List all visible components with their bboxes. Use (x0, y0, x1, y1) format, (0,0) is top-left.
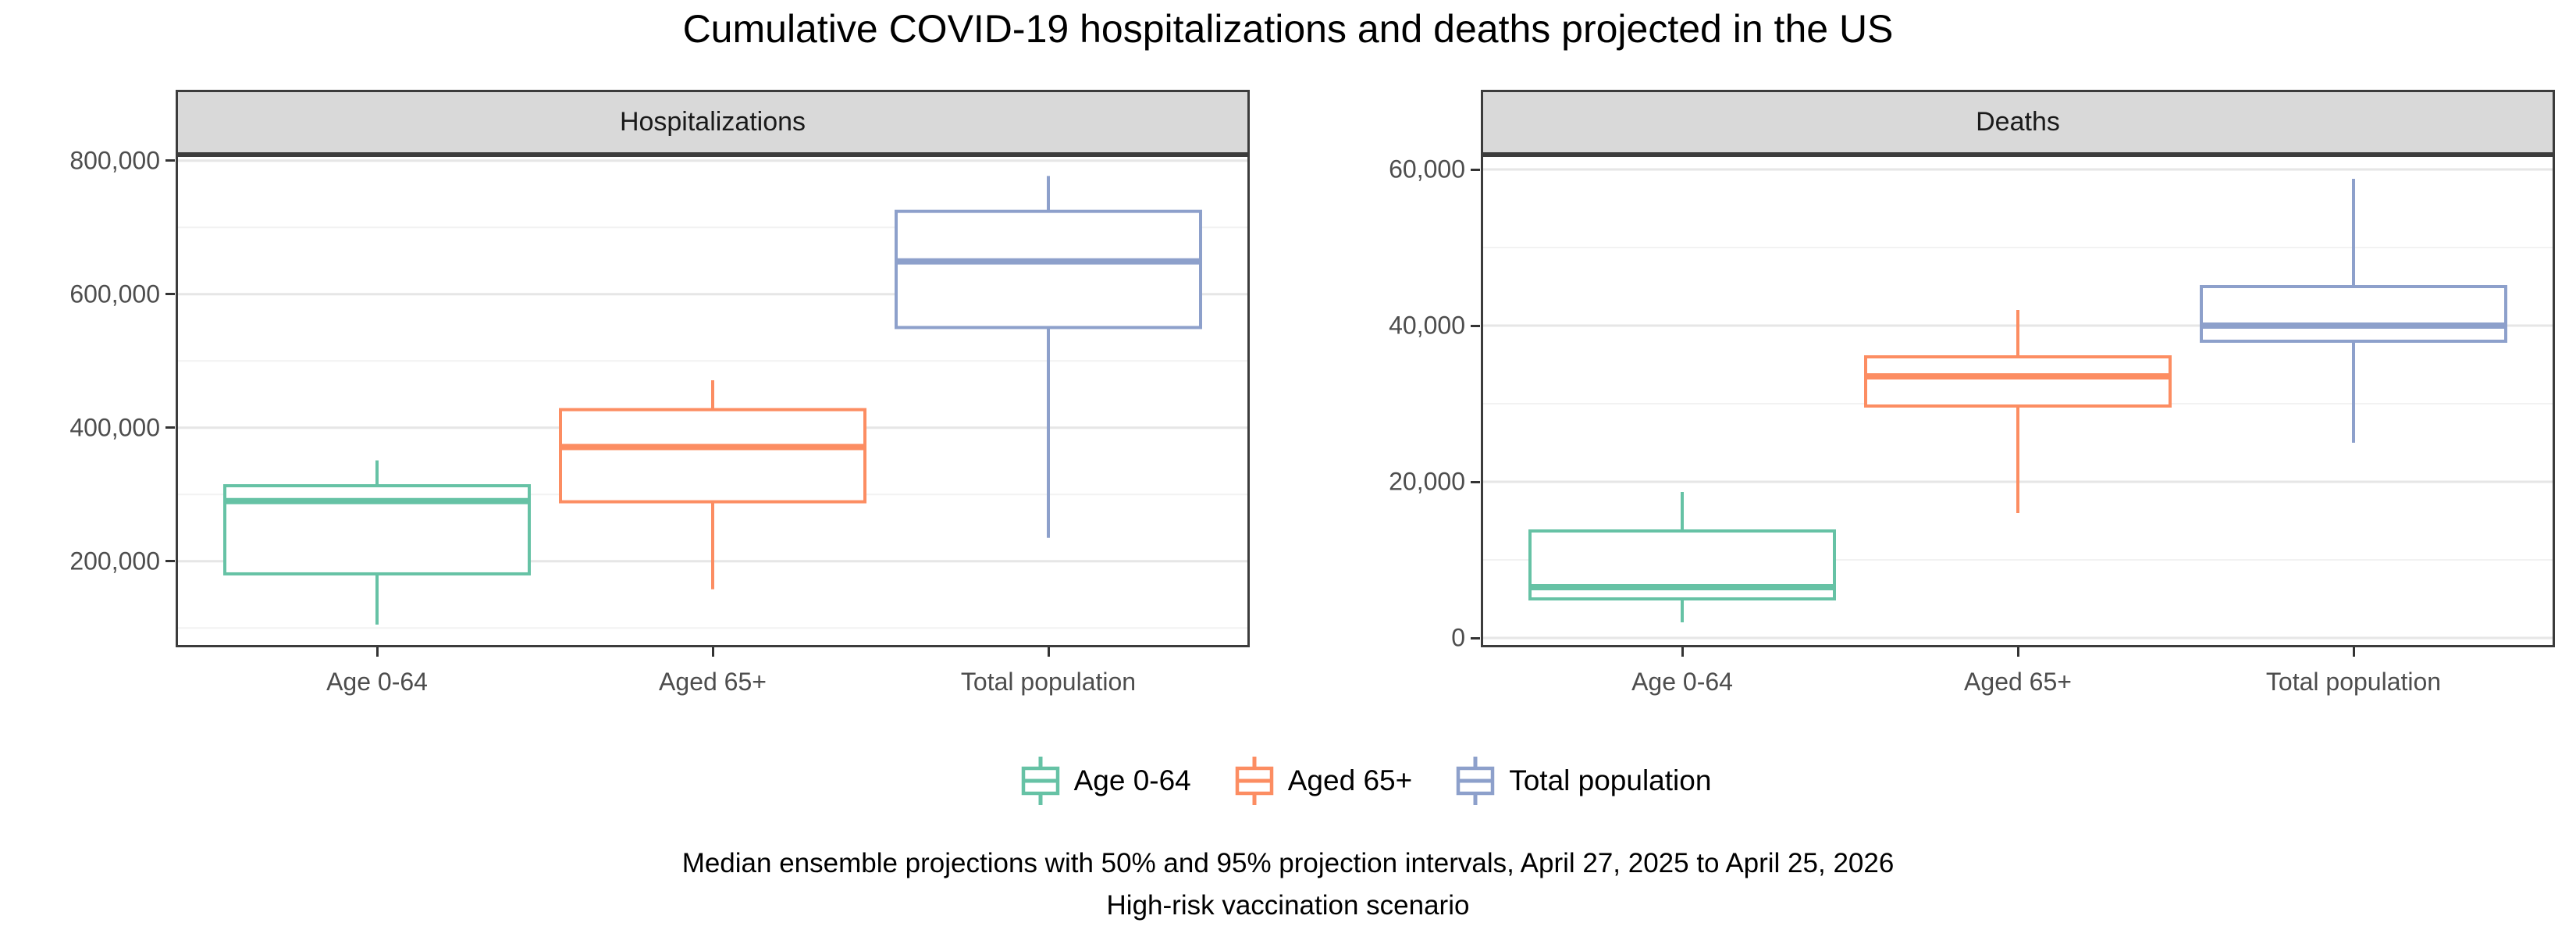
panel-strip-hospitalizations: Hospitalizations (176, 90, 1250, 155)
x-tick-label: Total population (2265, 668, 2442, 696)
x-tick-mark (375, 647, 379, 657)
x-tick-label: Age 0-64 (1631, 668, 1733, 696)
y-tick-label: 800,000 (69, 146, 160, 175)
iqr-box (559, 408, 866, 504)
x-tick-label: Aged 65+ (1964, 668, 2072, 696)
legend-label: Age 0-64 (1073, 764, 1191, 796)
legend-label: Total population (1509, 764, 1712, 796)
legend-label: Aged 65+ (1287, 764, 1413, 796)
panel-plot-hospitalizations (176, 155, 1250, 647)
y-tick-mark (1471, 324, 1480, 327)
x-tick-mark (2016, 647, 2019, 657)
chart-title: Cumulative COVID-19 hospitalizations and… (682, 7, 1894, 51)
legend-item-aged-65: Aged 65+ (1233, 753, 1412, 809)
panel-border (1481, 155, 2555, 647)
y-tick-label: 200,000 (69, 547, 160, 575)
y-tick-label: 20,000 (1389, 467, 1465, 496)
boxplot-hospitalizations-total-population (895, 176, 1202, 538)
legend: Age 0-64 Aged 65+ Total population (176, 751, 2555, 811)
x-tick-mark (711, 647, 714, 657)
y-tick-label: 60,000 (1389, 155, 1465, 183)
boxplot-svg-hospitalizations (176, 155, 1250, 647)
y-tick-label: 600,000 (69, 280, 160, 308)
panel-plot-deaths (1481, 155, 2555, 647)
legend-boxplot-icon (1021, 757, 1059, 805)
legend-item-age-0-64: Age 0-64 (1019, 753, 1191, 809)
iqr-box (2200, 285, 2507, 343)
panel-border (176, 155, 1250, 647)
legend-boxplot-icon (1456, 757, 1495, 805)
y-tick-mark (1471, 480, 1480, 483)
y-tick-label: 40,000 (1389, 311, 1465, 340)
y-tick-mark (1471, 636, 1480, 640)
boxplot-deaths-aged-65 (1864, 310, 2172, 513)
caption-line2: High-risk vaccination scenario (1106, 890, 1470, 921)
boxplot-hospitalizations-aged-65 (559, 379, 866, 590)
boxplot-svg-deaths (1481, 155, 2555, 647)
y-tick-label: 0 (1451, 623, 1465, 652)
iqr-box (895, 209, 1202, 330)
panel-strip-deaths: Deaths (1481, 90, 2555, 155)
y-tick-mark (1471, 168, 1480, 171)
y-tick-mark (165, 159, 175, 162)
y-tick-mark (165, 560, 175, 563)
x-tick-label: Aged 65+ (659, 668, 767, 696)
x-tick-label: Total population (960, 668, 1137, 696)
legend-boxplot-icon (1235, 757, 1273, 805)
x-tick-label: Age 0-64 (326, 668, 428, 696)
strip-label: Hospitalizations (619, 107, 806, 137)
iqr-box (1864, 355, 2172, 408)
x-tick-mark (2352, 647, 2355, 657)
legend-item-total-population: Total population (1454, 753, 1711, 809)
y-tick-mark (165, 426, 175, 429)
x-tick-mark (1047, 647, 1050, 657)
y-tick-label: 400,000 (69, 413, 160, 442)
strip-label: Deaths (1976, 107, 2060, 137)
boxplot-deaths-total-population (2200, 179, 2507, 443)
caption-line1: Median ensemble projections with 50% and… (681, 848, 1895, 878)
boxplot-deaths-age-0-64 (1528, 492, 1836, 622)
y-tick-mark (165, 293, 175, 296)
boxplot-hospitalizations-age-0-64 (223, 460, 531, 625)
x-tick-mark (1681, 647, 1684, 657)
